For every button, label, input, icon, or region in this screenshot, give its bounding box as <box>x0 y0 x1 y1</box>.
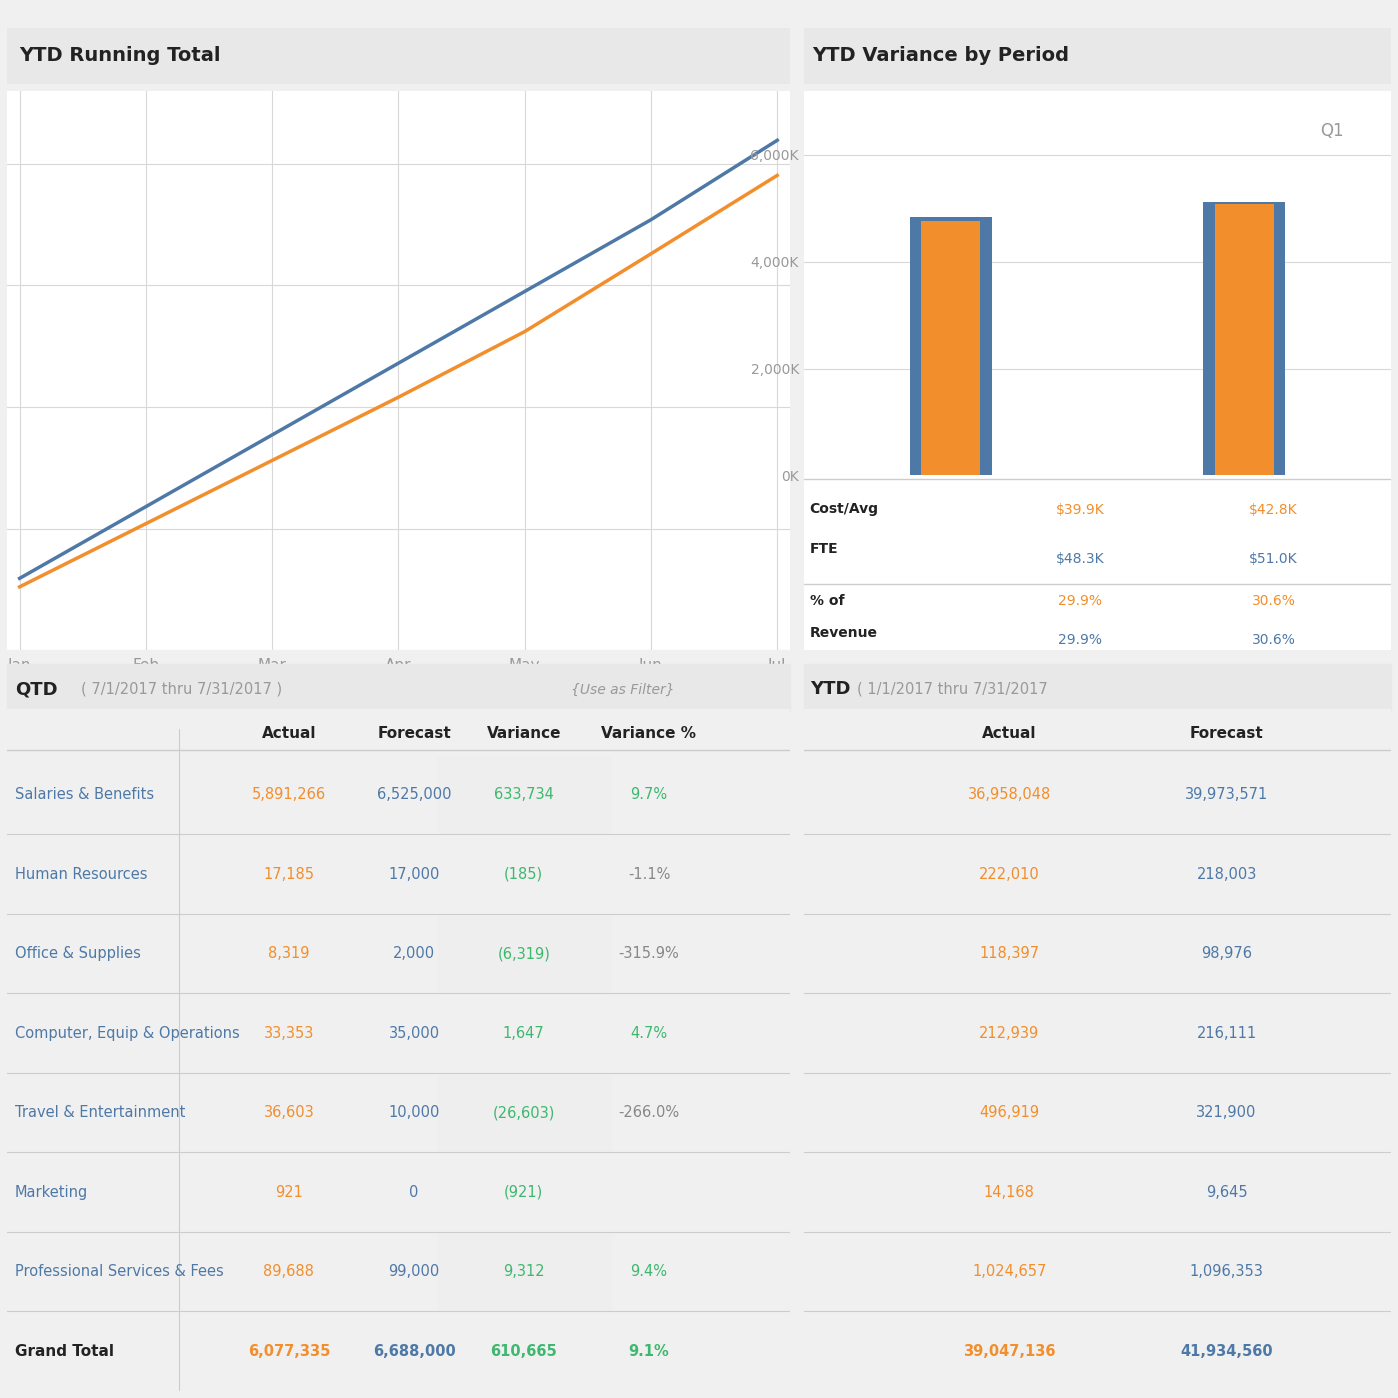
Text: Forecast: Forecast <box>1190 726 1264 741</box>
Text: -1.1%: -1.1% <box>628 867 670 882</box>
Text: 222,010: 222,010 <box>979 867 1040 882</box>
Text: 321,900: 321,900 <box>1197 1106 1257 1120</box>
Bar <box>804 664 1391 712</box>
Bar <box>438 756 610 833</box>
Text: YTD Running Total: YTD Running Total <box>18 46 221 66</box>
Text: 8,319: 8,319 <box>268 946 309 962</box>
Text: Human Resources: Human Resources <box>15 867 147 882</box>
Text: 29.9%: 29.9% <box>1058 594 1102 608</box>
Text: 9.4%: 9.4% <box>630 1264 667 1279</box>
Text: 4.7%: 4.7% <box>630 1026 667 1040</box>
Text: 17,185: 17,185 <box>263 867 315 882</box>
Text: 98,976: 98,976 <box>1201 946 1253 962</box>
Text: 6,525,000: 6,525,000 <box>377 787 452 802</box>
Bar <box>438 1075 610 1151</box>
Text: Actual: Actual <box>983 726 1036 741</box>
Text: 29.9%: 29.9% <box>1058 632 1102 647</box>
Text: Forecast: Forecast <box>377 726 452 741</box>
Text: 496,919: 496,919 <box>979 1106 1040 1120</box>
Text: (185): (185) <box>505 867 544 882</box>
Text: 10,000: 10,000 <box>389 1106 440 1120</box>
Text: Salaries & Benefits: Salaries & Benefits <box>15 787 154 802</box>
Text: 6,688,000: 6,688,000 <box>373 1343 456 1359</box>
Text: 9,645: 9,645 <box>1206 1184 1247 1199</box>
Text: 6,077,335: 6,077,335 <box>247 1343 330 1359</box>
Text: 30.6%: 30.6% <box>1251 632 1296 647</box>
Text: 1,647: 1,647 <box>503 1026 545 1040</box>
Text: -266.0%: -266.0% <box>618 1106 679 1120</box>
Text: 9.7%: 9.7% <box>630 787 667 802</box>
Text: % of: % of <box>809 594 844 608</box>
Text: $51.0K: $51.0K <box>1250 552 1297 566</box>
Text: YTD Variance by Period: YTD Variance by Period <box>812 46 1069 66</box>
Text: YTD: YTD <box>809 681 850 699</box>
Text: (26,603): (26,603) <box>492 1106 555 1120</box>
Text: 35,000: 35,000 <box>389 1026 439 1040</box>
Text: Professional Services & Fees: Professional Services & Fees <box>15 1264 224 1279</box>
Text: 1,096,353: 1,096,353 <box>1190 1264 1264 1279</box>
Text: 5,891,266: 5,891,266 <box>252 787 326 802</box>
Text: 17,000: 17,000 <box>389 867 440 882</box>
Text: {Use as Filter}: {Use as Filter} <box>570 682 674 696</box>
Bar <box>910 218 991 475</box>
Text: 218,003: 218,003 <box>1197 867 1257 882</box>
Text: $39.9K: $39.9K <box>1055 503 1104 517</box>
Text: (6,319): (6,319) <box>498 946 551 962</box>
Text: 89,688: 89,688 <box>263 1264 315 1279</box>
Text: Marketing: Marketing <box>15 1184 88 1199</box>
Text: 9,312: 9,312 <box>503 1264 544 1279</box>
Text: 633,734: 633,734 <box>493 787 554 802</box>
Text: -315.9%: -315.9% <box>618 946 679 962</box>
Text: Office & Supplies: Office & Supplies <box>15 946 141 962</box>
Text: 99,000: 99,000 <box>389 1264 440 1279</box>
Text: Cost/Avg: Cost/Avg <box>809 502 879 516</box>
Text: 212,939: 212,939 <box>979 1026 1040 1040</box>
Text: 41,934,560: 41,934,560 <box>1180 1343 1274 1359</box>
Text: 36,958,048: 36,958,048 <box>967 787 1051 802</box>
Text: 610,665: 610,665 <box>491 1343 556 1359</box>
Text: FTE: FTE <box>809 541 839 556</box>
Text: 118,397: 118,397 <box>979 946 1040 962</box>
Text: $48.3K: $48.3K <box>1055 552 1104 566</box>
Text: Variance: Variance <box>487 726 561 741</box>
Text: 216,111: 216,111 <box>1197 1026 1257 1040</box>
Bar <box>7 664 790 712</box>
Text: Revenue: Revenue <box>809 625 878 640</box>
Text: Actual: Actual <box>261 726 316 741</box>
Bar <box>921 221 980 475</box>
Text: 921: 921 <box>275 1184 303 1199</box>
Text: ( 1/1/2017 thru 7/31/2017: ( 1/1/2017 thru 7/31/2017 <box>857 682 1047 698</box>
Bar <box>1215 204 1274 475</box>
Text: QTD: QTD <box>15 681 57 699</box>
Text: 0: 0 <box>410 1184 419 1199</box>
Text: Grand Total: Grand Total <box>15 1343 113 1359</box>
Bar <box>438 1233 610 1310</box>
Text: 14,168: 14,168 <box>984 1184 1035 1199</box>
Text: ( 7/1/2017 thru 7/31/2017 ): ( 7/1/2017 thru 7/31/2017 ) <box>81 682 282 698</box>
Text: Travel & Entertainment: Travel & Entertainment <box>15 1106 185 1120</box>
Bar <box>438 916 610 991</box>
Text: 2,000: 2,000 <box>393 946 435 962</box>
Text: 30.6%: 30.6% <box>1251 594 1296 608</box>
Text: 1,024,657: 1,024,657 <box>972 1264 1047 1279</box>
Bar <box>1204 201 1285 475</box>
Text: Variance %: Variance % <box>601 726 696 741</box>
Text: 39,047,136: 39,047,136 <box>963 1343 1055 1359</box>
Text: Q1: Q1 <box>1321 122 1343 140</box>
Text: 9.1%: 9.1% <box>629 1343 670 1359</box>
Text: $42.8K: $42.8K <box>1250 503 1297 517</box>
Text: 39,973,571: 39,973,571 <box>1186 787 1268 802</box>
Text: (921): (921) <box>505 1184 544 1199</box>
Text: 36,603: 36,603 <box>263 1106 315 1120</box>
Text: 33,353: 33,353 <box>264 1026 315 1040</box>
Text: Computer, Equip & Operations: Computer, Equip & Operations <box>15 1026 239 1040</box>
